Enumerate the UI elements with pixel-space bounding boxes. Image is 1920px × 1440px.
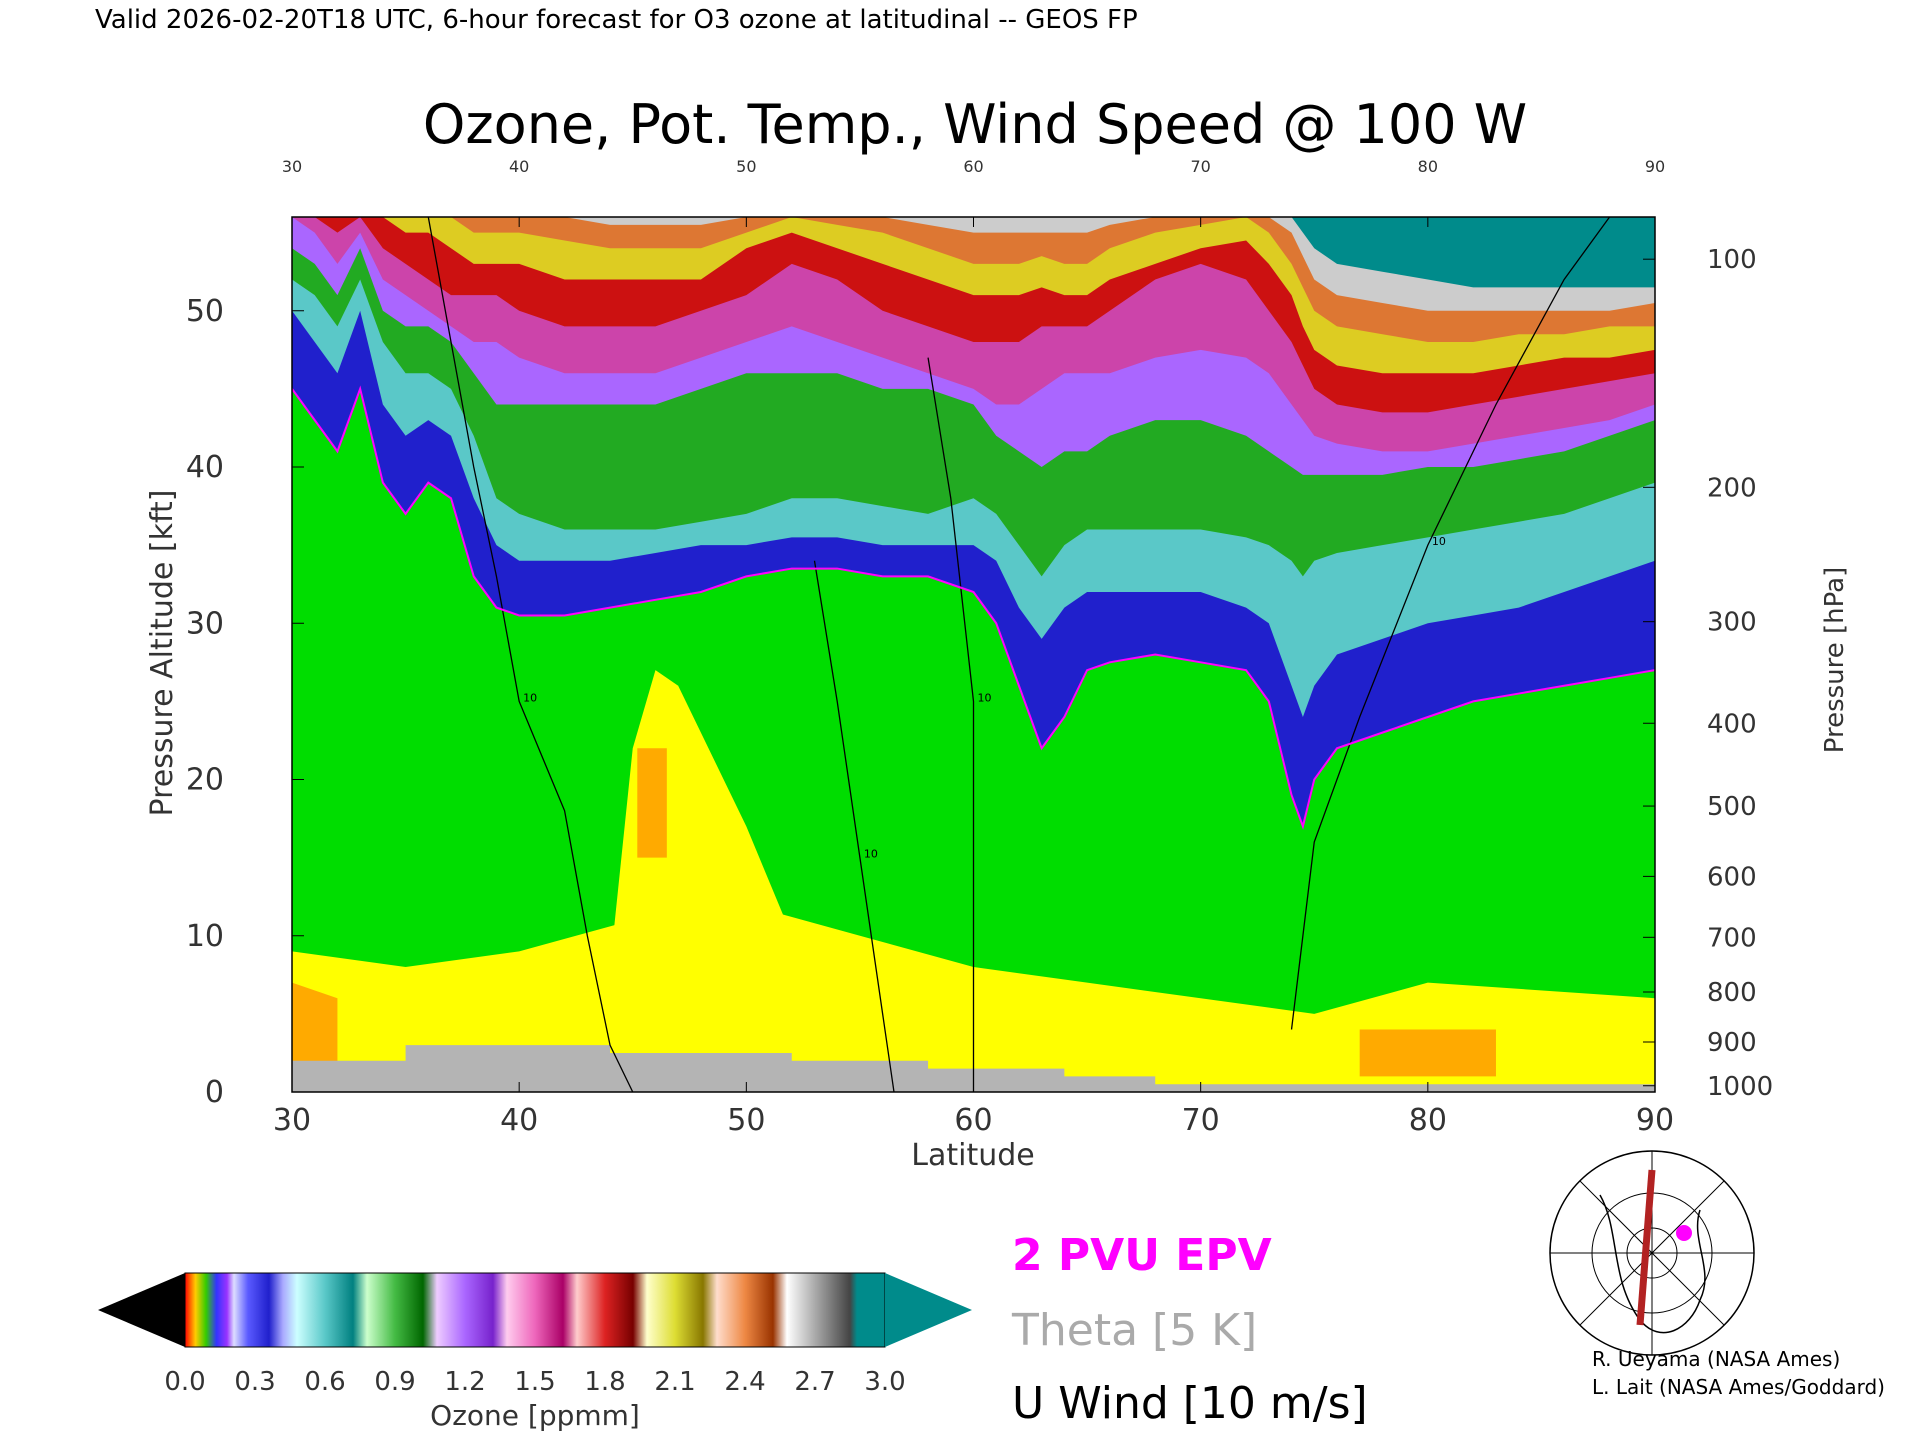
- colorbar-tick-label: 0.9: [374, 1367, 415, 1397]
- x-top-tick-label: 50: [736, 157, 756, 176]
- colorbar-tick-label: 0.0: [164, 1367, 205, 1397]
- legend-epv: 2 PVU EPV: [1012, 1230, 1272, 1281]
- u-wind-contours: 10 10 10 10: [427, 217, 1611, 1092]
- colorbar-ramp: [184, 1272, 886, 1348]
- x-top-tick-label: 30: [282, 157, 302, 176]
- colorbar-high-arrow: [885, 1273, 972, 1347]
- colorbar-title: Ozone [ppmm]: [430, 1399, 640, 1432]
- tropo-patch-orange-spot-80N: [1359, 1029, 1496, 1077]
- y-right-tick-label: 700: [1707, 923, 1757, 953]
- u-wind-contour-label: 10: [1432, 535, 1446, 548]
- x-tick-label: 60: [954, 1103, 992, 1138]
- x-tick-label: 80: [1409, 1103, 1447, 1138]
- x-top-tick-label: 70: [1190, 157, 1210, 176]
- legend-uwind: U Wind [10 m/s]: [1012, 1378, 1368, 1429]
- ozone-heatmap: [292, 217, 1655, 1092]
- y-left-tick-label: 30: [186, 606, 224, 641]
- u-wind-contour-0: [427, 217, 634, 1092]
- location-marker: [1676, 1225, 1692, 1241]
- y-right-tick-label: 600: [1707, 862, 1757, 892]
- x-top-tick-label: 90: [1645, 157, 1665, 176]
- u-wind-contour-label: 10: [978, 691, 992, 704]
- transect-line: [1636, 1169, 1656, 1326]
- credit-line-2: L. Lait (NASA Ames/Goddard): [1592, 1375, 1885, 1399]
- x-tick-label: 50: [727, 1103, 765, 1138]
- tropo-patch-orange-spot-46N: [637, 748, 667, 858]
- forecast-valid-line: Valid 2026-02-20T18 UTC, 6-hour forecast…: [95, 5, 1138, 35]
- colorbar-tick-label: 2.4: [724, 1367, 765, 1397]
- y-right-tick-label: 900: [1707, 1028, 1757, 1058]
- ozone-layer-3: [292, 217, 1655, 288]
- y-right-tick-label: 300: [1707, 608, 1757, 638]
- colorbar-tick-label: 3.0: [864, 1367, 905, 1397]
- y-axis-left-ticks: 0 10 20 30 40 50: [186, 294, 304, 1110]
- x-top-tick-label: 80: [1418, 157, 1438, 176]
- y-left-tick-label: 10: [186, 919, 224, 954]
- u-wind-contour-label: 10: [864, 848, 878, 861]
- y-right-tick-label: 1000: [1707, 1072, 1773, 1102]
- colorbar: 0.0 0.3 0.6 0.9 1.2 1.5 1.8 2.1 2.4 2.7 3.0 Ozone …: [98, 1272, 972, 1432]
- y-axis-left-label: Pressure Altitude [kft]: [145, 490, 180, 817]
- y-left-tick-label: 50: [186, 294, 224, 329]
- credit-line-1: R. Ueyama (NASA Ames): [1592, 1347, 1840, 1371]
- y-left-tick-label: 20: [186, 763, 224, 798]
- x-axis-label: Latitude: [911, 1138, 1034, 1173]
- x-top-tick-label: 60: [963, 157, 983, 176]
- colorbar-tick-label: 1.2: [444, 1367, 485, 1397]
- colorbar-tick-label: 2.7: [794, 1367, 835, 1397]
- y-right-tick-label: 100: [1707, 245, 1757, 275]
- colorbar-low-arrow: [98, 1273, 185, 1347]
- colorbar-tick-label: 2.1: [654, 1367, 695, 1397]
- y-axis-right-label: Pressure [hPa]: [1820, 567, 1850, 754]
- u-wind-contour-1: [813, 560, 895, 1092]
- chart-title: Ozone, Pot. Temp., Wind Speed @ 100 W: [423, 93, 1527, 156]
- x-axis-bottom-ticks: 30 40 50 60 70 80 90: [273, 1082, 1674, 1138]
- tropo-patch-yellow-plume-46N: [610, 670, 792, 967]
- epv-2pvu-contour: [292, 385, 1655, 830]
- colorbar-tick-label: 0.3: [234, 1367, 275, 1397]
- x-tick-label: 70: [1182, 1103, 1220, 1138]
- x-tick-label: 40: [500, 1103, 538, 1138]
- u-wind-contour-3: [1290, 217, 1611, 1030]
- x-tick-label: 90: [1636, 1103, 1674, 1138]
- y-right-tick-label: 200: [1707, 473, 1757, 503]
- colorbar-tick-label: 1.8: [584, 1367, 625, 1397]
- y-left-tick-label: 0: [205, 1075, 224, 1110]
- y-right-tick-label: 400: [1707, 709, 1757, 739]
- y-axis-right-ticks: 100 200 300 400 500 600 700 800 900 1000: [1643, 245, 1773, 1102]
- colorbar-tick-label: 0.6: [304, 1367, 345, 1397]
- y-right-tick-label: 500: [1707, 792, 1757, 822]
- y-right-tick-label: 800: [1707, 978, 1757, 1008]
- legend-theta: Theta [5 K]: [1011, 1305, 1257, 1356]
- x-tick-label: 30: [273, 1103, 311, 1138]
- colorbar-tick-label: 1.5: [514, 1367, 555, 1397]
- colorbar-ticks: 0.0 0.3 0.6 0.9 1.2 1.5 1.8 2.1 2.4 2.7 3.0: [164, 1367, 905, 1397]
- x-top-tick-label: 40: [509, 157, 529, 176]
- u-wind-contour-2: [927, 357, 975, 1092]
- u-wind-contour-label: 10: [523, 691, 537, 704]
- y-left-tick-label: 40: [186, 450, 224, 485]
- x-axis-top-ticks: 30 40 50 60 70 80 90: [282, 157, 1665, 227]
- polar-map-icon: [1549, 1150, 1755, 1356]
- tropo-patch-orange-spot-31N: [292, 982, 338, 1077]
